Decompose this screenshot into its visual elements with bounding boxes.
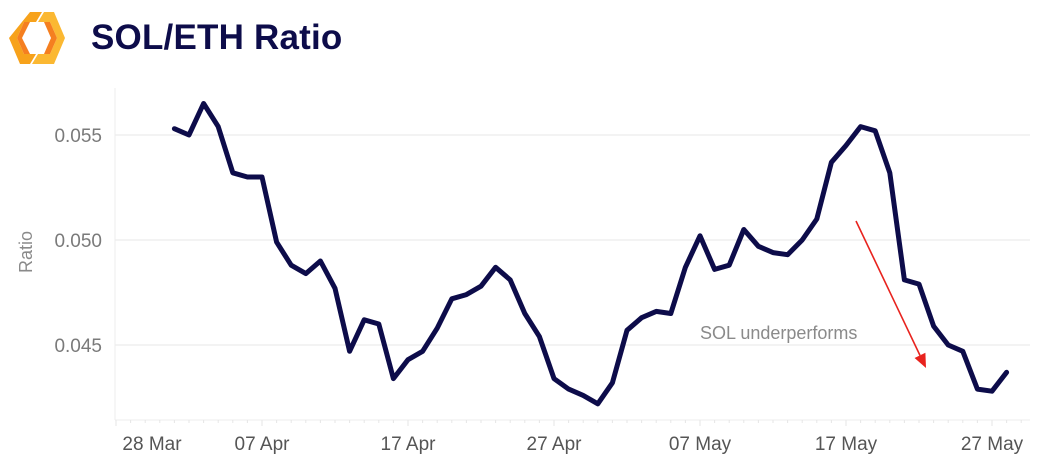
y-tick-label: 0.045 [54,336,102,357]
hexagon-bracket-logo-icon [9,12,65,64]
x-tick-label: 27 May [961,434,1024,455]
ratio-line [171,101,1010,407]
x-tick-label: 27 Apr [527,434,583,455]
page-title: SOL/ETH Ratio [91,18,343,57]
y-tick-label: 0.050 [54,231,102,252]
y-tick-label: 0.055 [54,126,102,147]
grid-lines [114,88,1030,421]
x-tick-label: 17 May [815,434,878,455]
header: SOL/ETH Ratio [0,0,1037,80]
y-axis-ticks: 0.045 0.050 0.055 [54,126,102,357]
x-tick-label: 07 May [669,434,732,455]
x-tick-label: 28 Mar [122,434,182,455]
annotation-label: SOL underperforms [700,323,857,343]
y-axis-label: Ratio [16,231,36,273]
x-tick-label: 17 Apr [381,434,437,455]
x-tick-label: 07 Apr [235,434,291,455]
red-down-arrow-icon [855,220,926,368]
x-axis-ticks: 28 Mar 07 Apr 17 Apr 27 Apr 07 May 17 May 27 M… [115,420,1024,455]
